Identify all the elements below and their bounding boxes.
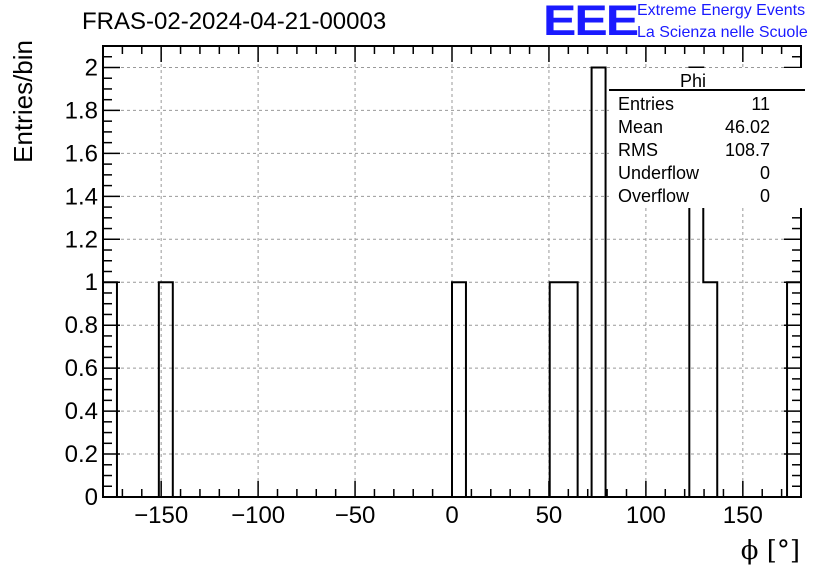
x-tick-label: 0 — [445, 502, 458, 529]
y-tick-labels: 0 0.2 0.4 0.6 0.8 1 1.2 1.4 1.6 1.8 2 — [65, 54, 98, 511]
x-tick-label: −100 — [231, 502, 285, 529]
stats-row-value: 0 — [760, 186, 770, 206]
x-tick-label: 150 — [723, 502, 763, 529]
logo-caption-line2: La Scienza nelle Scuole — [637, 24, 808, 41]
y-tick-label: 1 — [85, 269, 98, 296]
stats-row-label: RMS — [618, 140, 658, 160]
y-axis-title: Entries/bin — [8, 40, 38, 163]
stats-row-value: 11 — [751, 94, 770, 114]
x-tick-label: −150 — [134, 502, 188, 529]
y-tick-label: 0.6 — [65, 355, 98, 382]
stats-box: Phi Entries 11 Mean 46.02 RMS 108.7 Underflow 0… — [609, 68, 805, 208]
stats-rows: Entries 11 Mean 46.02 RMS 108.7 Underflow 0 Over… — [618, 94, 770, 206]
x-tick-labels: −150 −100 −50 0 50 100 150 — [134, 502, 763, 529]
stats-row-label: Overflow — [618, 186, 690, 206]
stats-box-title: Phi — [680, 71, 706, 91]
x-tick-label: 50 — [536, 502, 563, 529]
y-tick-label: 1.6 — [65, 140, 98, 167]
y-tick-label: 0.8 — [65, 312, 98, 339]
y-tick-label: 2 — [85, 54, 98, 81]
stats-row-value: 108.7 — [725, 140, 770, 160]
eee-logo: EEE — [543, 0, 639, 45]
logo-caption-line1: Extreme Energy Events — [637, 2, 806, 19]
chart-title: FRAS-02-2024-04-21-00003 — [82, 8, 387, 35]
stats-row-label: Underflow — [618, 163, 700, 183]
x-tick-label: −50 — [335, 502, 376, 529]
y-tick-label: 0.4 — [65, 398, 98, 425]
plot-frame — [102, 45, 802, 498]
y-tick-label: 1.2 — [65, 226, 98, 253]
stats-row-label: Mean — [618, 117, 663, 137]
y-tick-label: 0.2 — [65, 441, 98, 468]
x-axis-title: ϕ [°] — [741, 536, 800, 566]
stats-box-background — [609, 68, 805, 208]
stats-row-label: Entries — [618, 94, 674, 114]
y-tick-label: 1.4 — [65, 183, 98, 210]
y-tick-label: 1.8 — [65, 97, 98, 124]
x-tick-label: 100 — [626, 502, 666, 529]
stats-row-value: 0 — [760, 163, 770, 183]
stats-row-value: 46.02 — [725, 117, 770, 137]
y-tick-label: 0 — [85, 484, 98, 511]
